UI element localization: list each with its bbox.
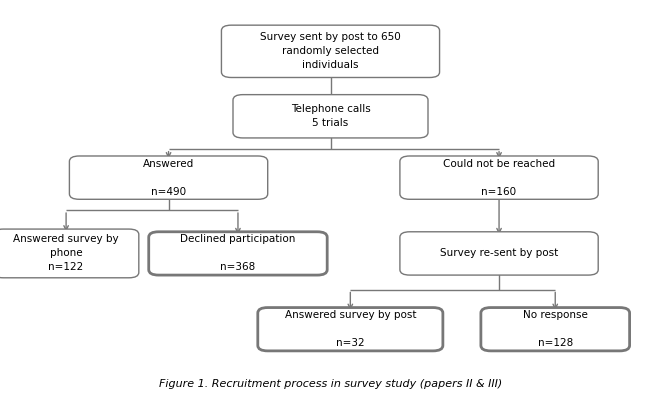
Text: Telephone calls
5 trials: Telephone calls 5 trials	[291, 104, 370, 128]
Text: Figure 1. Recruitment process in survey study (papers II & III): Figure 1. Recruitment process in survey …	[159, 379, 502, 389]
FancyBboxPatch shape	[233, 95, 428, 138]
Text: Answered

n=490: Answered n=490	[143, 159, 194, 196]
Text: Survey re-sent by post: Survey re-sent by post	[440, 249, 558, 258]
FancyBboxPatch shape	[149, 232, 327, 275]
Text: Declined participation

n=368: Declined participation n=368	[180, 235, 295, 272]
Text: No response

n=128: No response n=128	[523, 310, 588, 348]
Text: Answered survey by post

n=32: Answered survey by post n=32	[285, 310, 416, 348]
FancyBboxPatch shape	[69, 156, 268, 199]
FancyBboxPatch shape	[258, 308, 443, 351]
FancyBboxPatch shape	[0, 229, 139, 278]
FancyBboxPatch shape	[221, 25, 440, 77]
Text: Answered survey by
phone
n=122: Answered survey by phone n=122	[13, 235, 119, 272]
FancyBboxPatch shape	[400, 156, 598, 199]
FancyBboxPatch shape	[481, 308, 629, 351]
Text: Could not be reached

n=160: Could not be reached n=160	[443, 159, 555, 196]
Text: Survey sent by post to 650
randomly selected
individuals: Survey sent by post to 650 randomly sele…	[260, 32, 401, 70]
FancyBboxPatch shape	[400, 232, 598, 275]
